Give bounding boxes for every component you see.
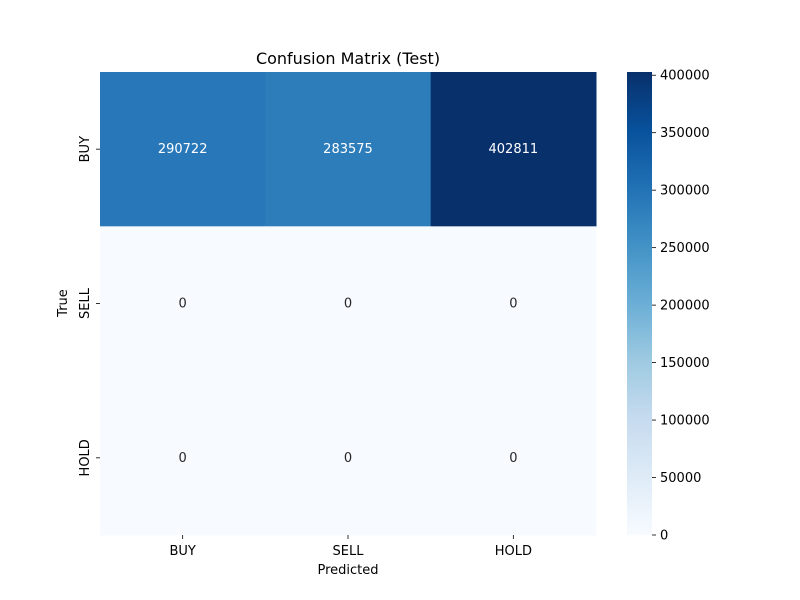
cell-value-label: 0 bbox=[179, 451, 187, 466]
cell-value-label: 402811 bbox=[489, 142, 539, 157]
chart-title: Confusion Matrix (Test) bbox=[256, 49, 440, 68]
colorbar-tick-label: 250000 bbox=[660, 241, 710, 256]
colorbar-tick-label: 100000 bbox=[660, 414, 710, 429]
colorbar bbox=[627, 72, 652, 535]
colorbar-tick-label: 200000 bbox=[660, 299, 710, 314]
colorbar-tick-label: 150000 bbox=[660, 356, 710, 371]
heatmap-cell-labels: 290722 283575 402811 0 0 0 0 0 0 bbox=[158, 142, 538, 466]
colorbar-ticks: 0 50000 100000 150000 200000 250000 300000 3500… bbox=[652, 69, 710, 544]
colorbar-gradient bbox=[627, 72, 652, 535]
colorbar-tick-label: 50000 bbox=[660, 471, 701, 486]
colorbar-tick-label: 350000 bbox=[660, 126, 710, 141]
x-axis-ticks: BUY SELL HOLD bbox=[169, 535, 532, 559]
x-tick-label: HOLD bbox=[495, 544, 532, 559]
heatmap-cells bbox=[100, 72, 597, 536]
cell-value-label: 0 bbox=[509, 297, 517, 312]
heatmap-cell-0-1 bbox=[265, 72, 432, 227]
heatmap-cell-2-2 bbox=[430, 380, 597, 536]
heatmap-cell-2-1 bbox=[265, 380, 432, 536]
cell-value-label: 0 bbox=[344, 297, 352, 312]
heatmap-cell-1-0 bbox=[100, 226, 266, 382]
colorbar-tick-label: 300000 bbox=[660, 184, 710, 199]
heatmap-cell-0-0 bbox=[100, 72, 266, 227]
y-tick-label: HOLD bbox=[78, 439, 93, 476]
y-axis-ticks: BUY SELL HOLD bbox=[78, 136, 100, 476]
x-axis-label: Predicted bbox=[317, 563, 378, 578]
x-tick-label: BUY bbox=[169, 544, 195, 559]
heatmap-cell-1-1 bbox=[265, 226, 432, 382]
cell-value-label: 283575 bbox=[323, 142, 373, 157]
x-tick-label: SELL bbox=[333, 544, 365, 559]
colorbar-tick-label: 0 bbox=[660, 529, 668, 544]
cell-value-label: 0 bbox=[179, 297, 187, 312]
heatmap-cell-1-2 bbox=[430, 226, 597, 382]
cell-value-label: 0 bbox=[344, 451, 352, 466]
y-axis-label: True bbox=[56, 289, 71, 318]
cell-value-label: 290722 bbox=[158, 142, 208, 157]
y-tick-label: SELL bbox=[78, 287, 93, 319]
y-tick-label: BUY bbox=[78, 136, 93, 162]
cell-value-label: 0 bbox=[509, 451, 517, 466]
heatmap-cell-2-0 bbox=[100, 380, 266, 536]
colorbar-tick-label: 400000 bbox=[660, 69, 710, 84]
heatmap-cell-0-2 bbox=[430, 72, 597, 227]
